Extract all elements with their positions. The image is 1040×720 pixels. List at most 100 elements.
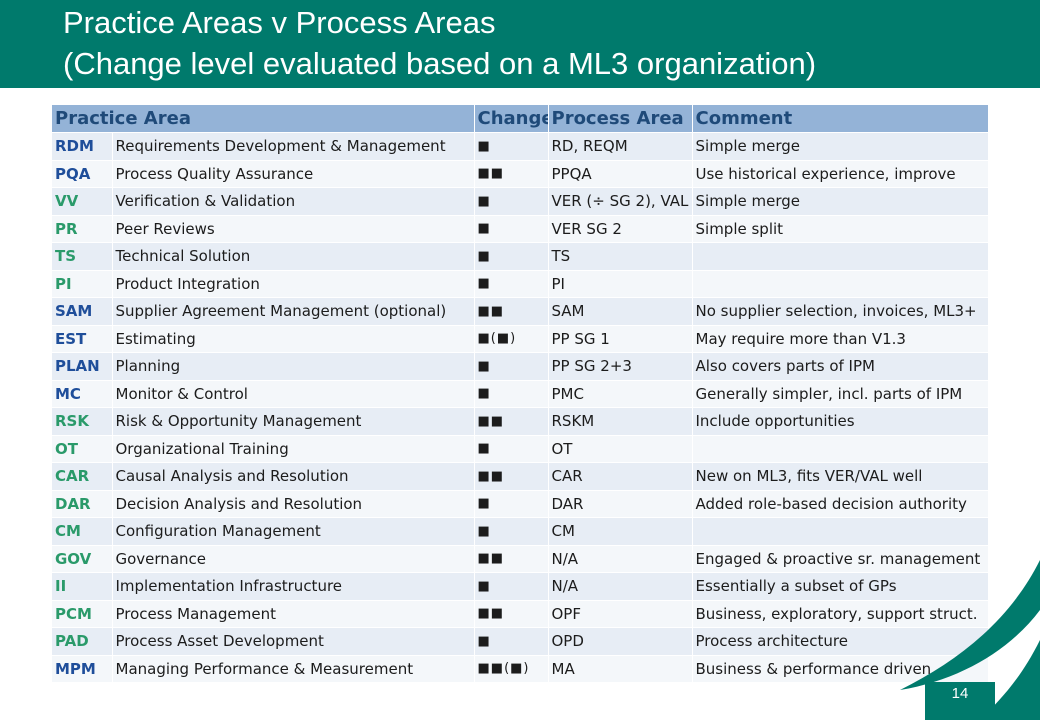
- row-comment: [692, 517, 989, 545]
- row-change-level: ■■: [474, 159, 549, 188]
- table-row: TS Technical Solution ■ TS: [52, 242, 989, 270]
- row-change-level: ■: [474, 242, 549, 270]
- row-comment: May require more than V1.3: [692, 324, 989, 353]
- row-comment: Simple merge: [692, 187, 989, 215]
- row-comment: Simple merge: [692, 132, 989, 160]
- row-code: CAR: [52, 462, 113, 490]
- table-row: RDM Requirements Development & Management…: [52, 132, 989, 160]
- row-change-level: ■: [474, 572, 549, 600]
- row-comment: Simple split: [692, 214, 989, 243]
- row-practice-name: Organizational Training: [112, 434, 475, 463]
- row-practice-name: Causal Analysis and Resolution: [112, 462, 475, 490]
- row-change-level: ■: [474, 269, 549, 298]
- row-process-area: TS: [548, 242, 693, 270]
- row-comment: Business & performance driven: [692, 654, 989, 682]
- row-code: EST: [52, 324, 113, 353]
- row-practice-name: Planning: [112, 352, 475, 380]
- row-process-area: VER (÷ SG 2), VAL: [548, 187, 693, 215]
- header-change: Change: [474, 105, 549, 133]
- row-change-level: ■: [474, 187, 549, 215]
- header-process-area: Process Area: [548, 105, 693, 133]
- table-row: CAR Causal Analysis and Resolution ■■ CAR Ne…: [52, 462, 989, 490]
- slide-title: Practice Areas v Process Areas (Change l…: [63, 2, 816, 84]
- row-change-level: ■■: [474, 407, 549, 435]
- table-row: II Implementation Infrastructure ■ N/A Essen…: [52, 572, 989, 600]
- row-change-level: ■■: [474, 297, 549, 325]
- table-row: GOV Governance ■■ N/A Engaged & proactive sr…: [52, 544, 989, 573]
- table-row: RSK Risk & Opportunity Management ■■ RSKM In…: [52, 407, 989, 435]
- table-row: PLAN Planning ■ PP SG 2+3 Also covers parts …: [52, 352, 989, 380]
- row-change-level: ■: [474, 627, 549, 655]
- row-code: TS: [52, 242, 113, 270]
- row-code: PCM: [52, 599, 113, 628]
- row-process-area: CAR: [548, 462, 693, 490]
- row-practice-name: Configuration Management: [112, 517, 475, 545]
- row-code: PAD: [52, 627, 113, 655]
- row-comment: No supplier selection, invoices, ML3+: [692, 297, 989, 325]
- row-comment: Business, exploratory, support struct.: [692, 599, 989, 628]
- row-process-area: N/A: [548, 544, 693, 573]
- table-row: PI Product Integration ■ PI: [52, 269, 989, 298]
- table-row: PR Peer Reviews ■ VER SG 2 Simple split: [52, 214, 989, 243]
- row-change-level: ■: [474, 132, 549, 160]
- row-comment: Use historical experience, improve: [692, 159, 989, 188]
- row-code: DAR: [52, 489, 113, 518]
- row-code: MC: [52, 379, 113, 408]
- row-practice-name: Implementation Infrastructure: [112, 572, 475, 600]
- row-practice-name: Monitor & Control: [112, 379, 475, 408]
- row-process-area: PP SG 1: [548, 324, 693, 353]
- row-practice-name: Risk & Opportunity Management: [112, 407, 475, 435]
- row-change-level: ■: [474, 379, 549, 408]
- table-row: MC Monitor & Control ■ PMC Generally simpler…: [52, 379, 989, 408]
- row-change-level: ■: [474, 434, 549, 463]
- row-practice-name: Verification & Validation: [112, 187, 475, 215]
- table-row: OT Organizational Training ■ OT: [52, 434, 989, 463]
- table-row: PQA Process Quality Assurance ■■ PPQA Use hi…: [52, 159, 989, 188]
- row-practice-name: Decision Analysis and Resolution: [112, 489, 475, 518]
- row-code: GOV: [52, 544, 113, 573]
- row-change-level: ■: [474, 489, 549, 518]
- row-comment: New on ML3, fits VER/VAL well: [692, 462, 989, 490]
- title-line-1: Practice Areas v Process Areas: [63, 5, 496, 40]
- table-row: CM Configuration Management ■ CM: [52, 517, 989, 545]
- slide-number: 14: [925, 682, 995, 720]
- row-practice-name: Process Quality Assurance: [112, 159, 475, 188]
- row-process-area: N/A: [548, 572, 693, 600]
- table-row: SAM Supplier Agreement Management (option…: [52, 297, 989, 325]
- row-change-level: ■■: [474, 599, 549, 628]
- row-code: MPM: [52, 654, 113, 682]
- table-row: DAR Decision Analysis and Resolution ■ DAR A…: [52, 489, 989, 518]
- row-process-area: MA: [548, 654, 693, 682]
- row-process-area: PMC: [548, 379, 693, 408]
- header-practice-area: Practice Area: [52, 105, 475, 133]
- row-comment: Include opportunities: [692, 407, 989, 435]
- table-row: PCM Process Management ■■ OPF Business, expl…: [52, 599, 989, 628]
- row-code: VV: [52, 187, 113, 215]
- row-practice-name: Supplier Agreement Management (optional): [112, 297, 475, 325]
- row-code: PI: [52, 269, 113, 298]
- practice-process-table: Practice Area Change Process Area Commen…: [52, 105, 989, 682]
- row-change-level: ■(■): [474, 324, 549, 353]
- row-comment: Generally simpler, incl. parts of IPM: [692, 379, 989, 408]
- header-comment: Comment: [692, 105, 989, 133]
- title-band: [0, 0, 1040, 88]
- row-practice-name: Estimating: [112, 324, 475, 353]
- table-row: VV Verification & Validation ■ VER (÷ SG 2)…: [52, 187, 989, 215]
- row-code: SAM: [52, 297, 113, 325]
- row-code: OT: [52, 434, 113, 463]
- row-practice-name: Product Integration: [112, 269, 475, 298]
- row-process-area: DAR: [548, 489, 693, 518]
- row-comment: [692, 242, 989, 270]
- row-change-level: ■■(■): [474, 654, 549, 682]
- row-practice-name: Governance: [112, 544, 475, 573]
- row-comment: Also covers parts of IPM: [692, 352, 989, 380]
- row-practice-name: Technical Solution: [112, 242, 475, 270]
- row-process-area: OPD: [548, 627, 693, 655]
- row-code: RDM: [52, 132, 113, 160]
- row-practice-name: Requirements Development & Management: [112, 132, 475, 160]
- row-process-area: OT: [548, 434, 693, 463]
- row-comment: [692, 269, 989, 298]
- row-code: PLAN: [52, 352, 113, 380]
- row-practice-name: Process Asset Development: [112, 627, 475, 655]
- row-change-level: ■: [474, 517, 549, 545]
